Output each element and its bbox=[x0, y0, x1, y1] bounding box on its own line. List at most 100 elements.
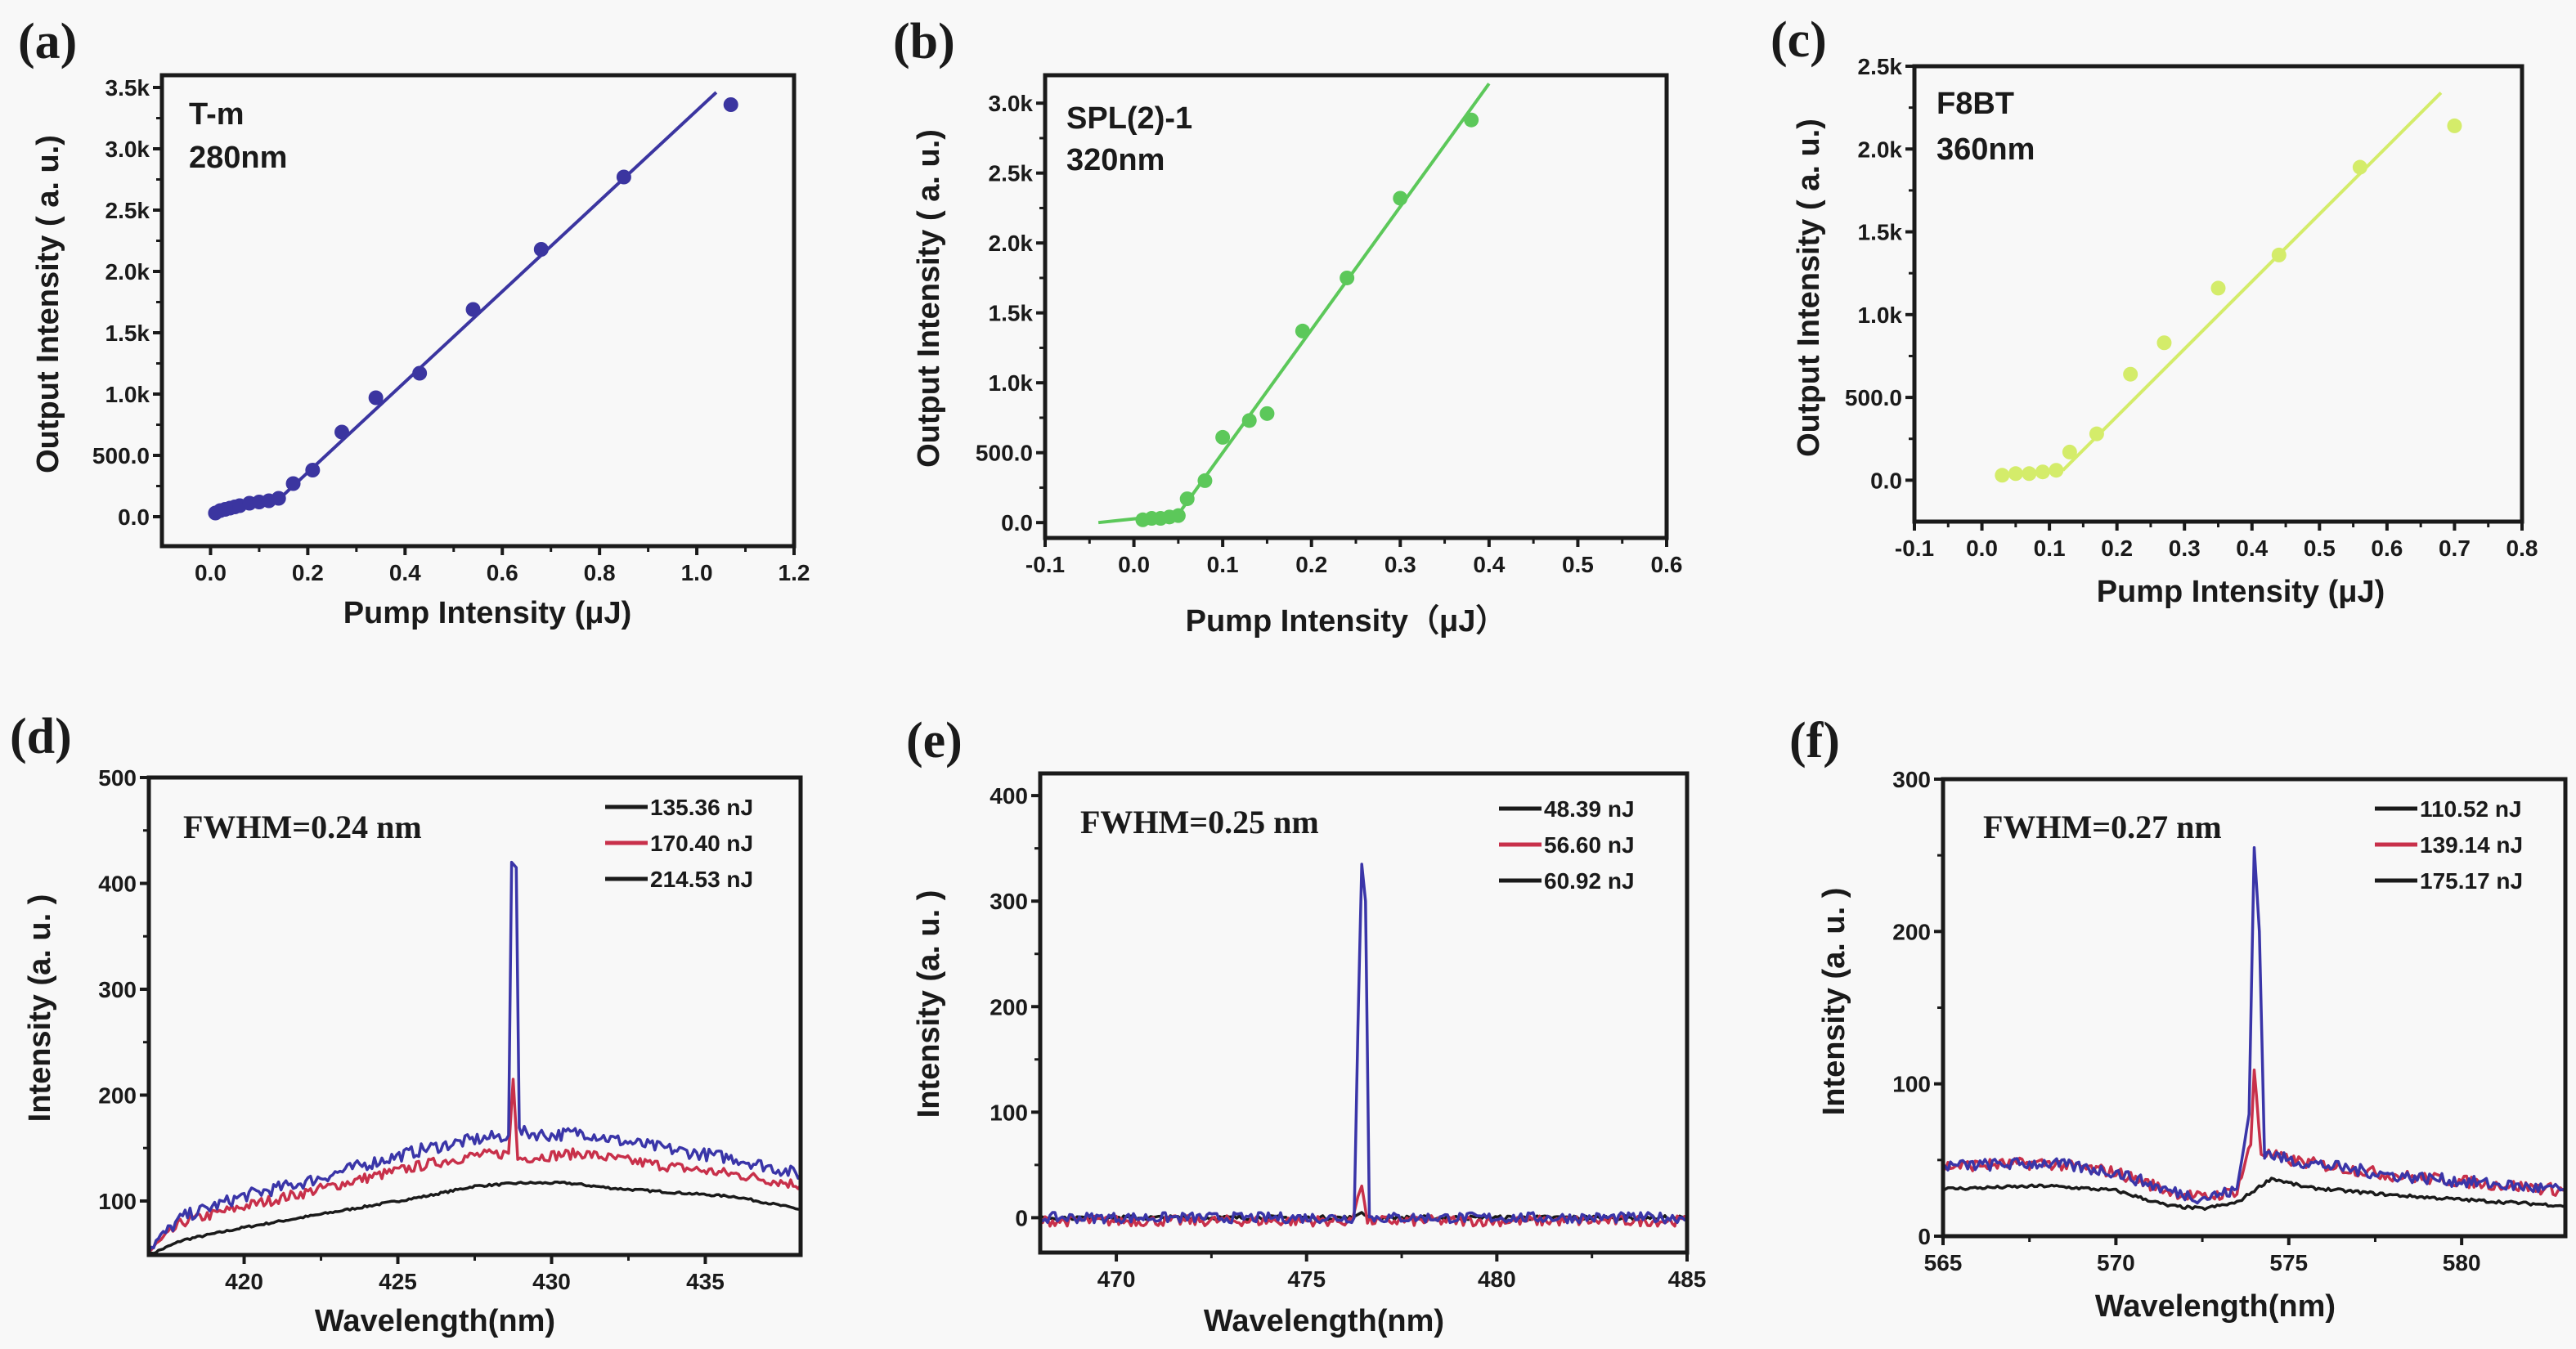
data-point bbox=[1170, 508, 1186, 523]
x-tick-label: 0.3 bbox=[1384, 552, 1416, 577]
plot-area bbox=[208, 91, 738, 521]
y-tick-label: 400 bbox=[98, 871, 137, 896]
panel-label: (c) bbox=[1770, 12, 1827, 68]
data-point bbox=[2049, 463, 2064, 478]
x-tick-label: 420 bbox=[225, 1269, 263, 1294]
x-tick-label: 470 bbox=[1097, 1266, 1136, 1292]
data-point bbox=[2210, 280, 2226, 296]
chart-panel-f: (f) 110.52 nJ 139.14 nJ 175.17 nJ 565 570 575 5… bbox=[1789, 713, 2568, 1324]
data-point bbox=[2022, 466, 2037, 482]
legend-label: 135.36 nJ bbox=[650, 795, 753, 820]
legend-label: 60.92 nJ bbox=[1544, 868, 1635, 894]
x-tick-label: 0.2 bbox=[1295, 552, 1327, 577]
fwhm-annotation: FWHM=0.27 nm bbox=[1983, 809, 2222, 845]
data-point bbox=[1295, 323, 1310, 338]
legend-label: 48.39 nJ bbox=[1544, 796, 1635, 822]
panel-label: (e) bbox=[906, 713, 963, 769]
y-tick-label: 200 bbox=[1892, 919, 1931, 944]
y-axis-title: Intensity (a. u. ) bbox=[912, 890, 946, 1118]
data-point bbox=[271, 491, 286, 506]
panel-label: (f) bbox=[1789, 713, 1840, 769]
x-tick-label: 0.4 bbox=[389, 560, 421, 585]
chart-panel-b: (b) -0.1 0.0 0.1 0.2 0.3 0.4 0.5 0.6 0.0 500.0 1.0k… bbox=[893, 14, 1682, 639]
data-point bbox=[2035, 464, 2050, 480]
series-line bbox=[1040, 863, 1687, 1225]
data-point bbox=[2156, 335, 2172, 351]
y-tick-label: 2.0k bbox=[105, 259, 150, 285]
y-tick-label: 1.0k bbox=[1858, 303, 1903, 328]
x-tick-label: 565 bbox=[1924, 1250, 1963, 1275]
y-tick-label: 500.0 bbox=[92, 443, 150, 468]
y-tick-label: 3.0k bbox=[989, 91, 1034, 116]
x-tick-label: 0.5 bbox=[1562, 552, 1594, 577]
data-point bbox=[2352, 159, 2367, 175]
series-line bbox=[1943, 1176, 2565, 1212]
sample-annotation: T-m bbox=[189, 97, 245, 132]
y-tick-label: 1.5k bbox=[1858, 220, 1903, 245]
series-line bbox=[149, 1180, 801, 1255]
y-tick-label: 3.0k bbox=[105, 137, 150, 162]
fwhm-annotation: FWHM=0.24 nm bbox=[183, 809, 422, 845]
legend: 48.39 nJ 56.60 nJ 60.92 nJ bbox=[1499, 796, 1635, 894]
legend: 110.52 nJ 139.14 nJ 175.17 nJ bbox=[2375, 796, 2523, 894]
x-tick-label: 425 bbox=[379, 1269, 417, 1294]
y-axis-title: Output Intensity ( a. u.) bbox=[912, 129, 946, 468]
data-point bbox=[1995, 468, 2010, 483]
x-tick-label: 430 bbox=[532, 1269, 571, 1294]
data-point bbox=[305, 463, 321, 477]
y-tick-label: 1.5k bbox=[989, 301, 1034, 326]
y-tick-label: 0 bbox=[1918, 1224, 1931, 1249]
y-tick-label: 0.0 bbox=[118, 504, 150, 530]
y-tick-label: 2.5k bbox=[989, 161, 1034, 186]
x-tick-label: 435 bbox=[686, 1269, 725, 1294]
y-tick-label: 300 bbox=[1892, 767, 1931, 792]
y-axis-title: Output Intensity ( a. u.) bbox=[31, 135, 65, 473]
data-point bbox=[2008, 466, 2023, 482]
fwhm-annotation: FWHM=0.25 nm bbox=[1080, 804, 1319, 840]
sample-annotation: SPL(2)-1 bbox=[1066, 101, 1192, 136]
data-point bbox=[2271, 247, 2287, 262]
x-tick-label: 0.3 bbox=[2169, 536, 2201, 561]
panel-label: (a) bbox=[18, 14, 77, 69]
sample-annotation: 360nm bbox=[1936, 132, 2035, 167]
sample-annotation: F8BT bbox=[1936, 87, 2014, 121]
fit-line bbox=[1177, 83, 1491, 516]
x-tick-label: 0.8 bbox=[584, 560, 616, 585]
x-tick-label: 0.2 bbox=[2101, 536, 2133, 561]
x-tick-label: 0.6 bbox=[487, 560, 518, 585]
x-tick-label: 580 bbox=[2443, 1250, 2481, 1275]
data-point bbox=[2089, 426, 2104, 441]
x-tick-label: 0.5 bbox=[2304, 536, 2336, 561]
y-tick-label: 500.0 bbox=[1845, 385, 1902, 410]
x-axis-title: Pump Intensity (μJ) bbox=[2097, 575, 2385, 609]
data-point bbox=[1215, 429, 1231, 445]
legend-label: 139.14 nJ bbox=[2420, 832, 2523, 858]
y-tick-label: 100 bbox=[990, 1100, 1028, 1125]
plot-area bbox=[149, 860, 801, 1255]
legend-label: 170.40 nJ bbox=[650, 831, 753, 856]
plot-area bbox=[1040, 863, 1687, 1228]
chart-panel-d: (d) 135.36 nJ 170.40 nJ 214.53 nJ 420 425 430 4… bbox=[10, 709, 803, 1338]
x-axis-title: Pump Intensity（μJ） bbox=[1186, 604, 1507, 639]
series-line bbox=[149, 860, 801, 1253]
x-tick-label: 0.0 bbox=[195, 560, 227, 585]
data-point bbox=[1259, 406, 1275, 421]
data-point bbox=[334, 424, 350, 440]
x-tick-label: 0.6 bbox=[2371, 536, 2403, 561]
y-tick-label: 1.5k bbox=[105, 320, 150, 346]
y-tick-label: 300 bbox=[98, 977, 137, 1002]
plot-area bbox=[1097, 83, 1491, 527]
y-tick-label: 400 bbox=[990, 783, 1028, 809]
fit-line bbox=[2062, 91, 2443, 472]
series-line bbox=[1943, 846, 2565, 1205]
sample-annotation: 280nm bbox=[189, 141, 287, 175]
panel-label: (d) bbox=[10, 709, 72, 764]
x-tick-label: 1.0 bbox=[681, 560, 713, 585]
x-tick-label: 1.2 bbox=[779, 560, 810, 585]
legend-label: 110.52 nJ bbox=[2420, 796, 2522, 822]
x-tick-label: 0.2 bbox=[292, 560, 324, 585]
x-tick-label: 480 bbox=[1478, 1266, 1516, 1292]
chart-panel-a: (a) 0.0 0.2 0.4 0.6 0.8 1.0 1.2 0.0 500.0 1.0k 1.5k… bbox=[18, 14, 810, 630]
y-tick-label: 0 bbox=[1015, 1205, 1028, 1230]
y-tick-label: 0.0 bbox=[1001, 510, 1033, 536]
